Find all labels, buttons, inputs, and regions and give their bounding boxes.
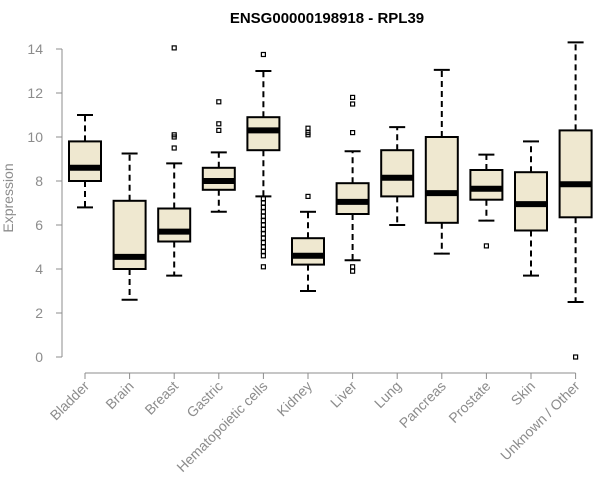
- box-2: [157, 207, 192, 243]
- y-tick-label-2: 4: [35, 261, 43, 277]
- x-tick-label-8: Pancreas: [396, 378, 449, 431]
- outlier-2-0: [171, 145, 177, 151]
- box-8: [424, 136, 459, 224]
- outlier-4-10: [260, 213, 266, 219]
- x-tick-label-10: Skin: [508, 378, 539, 409]
- outlier-4-5: [260, 235, 266, 241]
- y-axis: 0 2 4 6 8 10 12 14: [27, 41, 63, 365]
- box-group-10: [514, 140, 548, 277]
- outlier-5-3: [305, 125, 311, 131]
- outlier-4-0: [260, 264, 266, 270]
- box-7: [380, 149, 415, 198]
- outlier-6-4: [350, 94, 356, 101]
- outlier-6-3: [350, 101, 356, 107]
- outlier-4-15: [260, 51, 266, 58]
- x-tick-label-1: Brain: [102, 378, 136, 412]
- y-tick-label-0: 0: [35, 349, 43, 365]
- box-group-7: [380, 126, 415, 226]
- y-tick-label-6: 12: [27, 85, 43, 101]
- box-group-2: [157, 45, 192, 277]
- x-tick-label-6: Liver: [327, 378, 360, 411]
- outlier-3-2: [216, 99, 222, 105]
- outlier-3-0: [216, 127, 222, 133]
- y-tick-label-3: 6: [35, 217, 43, 233]
- box-4: [246, 116, 281, 152]
- outlier-6-2: [350, 130, 356, 136]
- box-group-9: [469, 153, 504, 249]
- outlier-4-1: [260, 253, 266, 259]
- outlier-4-3: [260, 244, 266, 250]
- boxes: [68, 41, 593, 360]
- y-tick-label-1: 2: [35, 305, 43, 321]
- box-group-0: [68, 114, 102, 209]
- box-9: [469, 169, 504, 201]
- outlier-2-2: [171, 132, 177, 138]
- box-group-4: [246, 51, 281, 270]
- box-group-8: [424, 68, 459, 255]
- outlier-4-2: [260, 248, 266, 254]
- outlier-11-0: [572, 354, 579, 360]
- outlier-4-12: [260, 204, 266, 210]
- box-group-3: [201, 99, 236, 213]
- outlier-4-11: [260, 209, 266, 215]
- x-tick-label-9: Prostate: [445, 378, 493, 426]
- box-5: [291, 237, 325, 266]
- x-tick-label-0: Bladder: [47, 378, 93, 424]
- outlier-4-8: [260, 222, 266, 228]
- outlier-4-14: [260, 196, 266, 202]
- outlier-2-3: [171, 45, 177, 51]
- outlier-4-13: [260, 200, 266, 206]
- y-axis-label: Expression: [0, 163, 16, 232]
- outlier-6-1: [350, 264, 356, 270]
- box-6: [335, 182, 370, 215]
- box-11: [558, 129, 593, 219]
- box-group-5: [291, 125, 325, 292]
- x-tick-label-11: Unknown / Other: [497, 378, 583, 464]
- y-tick-label-5: 10: [27, 129, 43, 145]
- outlier-9-0: [483, 243, 489, 249]
- x-tick-label-5: Kidney: [274, 378, 316, 420]
- box-group-1: [112, 152, 147, 301]
- outlier-4-4: [260, 240, 266, 246]
- x-tick-label-3: Gastric: [183, 378, 226, 421]
- x-tick-label-7: Lung: [371, 378, 404, 411]
- outlier-6-0: [350, 268, 356, 274]
- outlier-4-6: [260, 231, 266, 237]
- y-tick-label-4: 8: [35, 173, 43, 189]
- y-tick-label-7: 14: [27, 41, 43, 57]
- box-0: [68, 140, 102, 182]
- chart-title: ENSG00000198918 - RPL39: [230, 10, 424, 27]
- box-group-6: [335, 94, 370, 274]
- outlier-3-1: [216, 121, 222, 127]
- x-tick-label-2: Breast: [141, 378, 181, 418]
- box-group-11: [558, 41, 593, 360]
- outlier-4-9: [260, 218, 266, 224]
- outlier-5-0: [305, 193, 311, 199]
- outlier-4-7: [260, 226, 266, 232]
